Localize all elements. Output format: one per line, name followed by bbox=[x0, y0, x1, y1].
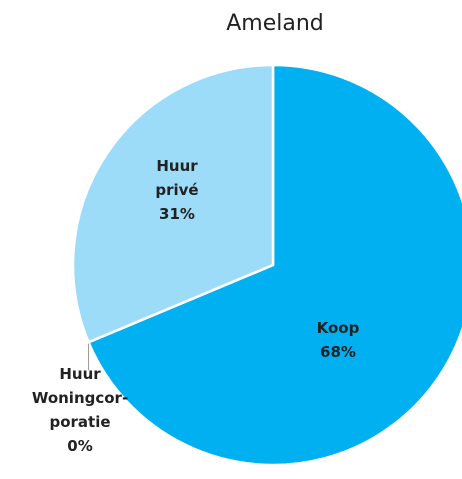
chart-title: Ameland bbox=[226, 11, 324, 36]
slice-value: 68% bbox=[320, 343, 356, 361]
slice-label: Koop 68% bbox=[278, 316, 398, 364]
slice-value: 0% bbox=[67, 437, 93, 455]
slice-label: Huur privé 31% bbox=[137, 154, 217, 226]
slice-label: Huur Woningcor-poratie 0% bbox=[25, 362, 135, 458]
pie-slice bbox=[71, 63, 275, 344]
slice-category: Koop bbox=[316, 319, 360, 337]
slice-category: Huur privé bbox=[155, 157, 199, 199]
pie-slice bbox=[86, 63, 462, 467]
slice-value: 31% bbox=[159, 205, 195, 223]
slice-category: Huur Woningcor-poratie bbox=[31, 365, 129, 431]
